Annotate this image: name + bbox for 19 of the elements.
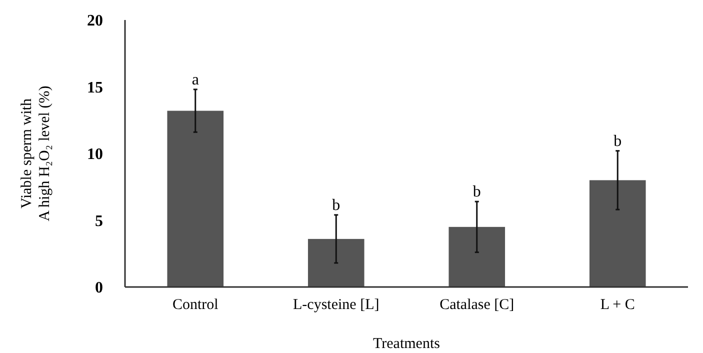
annotation: b [332, 196, 340, 214]
y-tick-label: 5 [95, 212, 103, 230]
x-tick-label: L + C [600, 297, 635, 313]
annotation: b [614, 132, 622, 150]
bar [167, 110, 224, 287]
y-tick-label: 20 [87, 12, 103, 30]
y-tick-label: 15 [87, 79, 103, 96]
x-tick-label: L-cysteine [L] [293, 297, 380, 313]
bar [308, 238, 364, 287]
y-tick-label: 10 [87, 146, 103, 164]
y-axis-title: Viable sperm with A high H₂O₂ level (%) [19, 86, 53, 222]
x-tick-label: Control [172, 297, 218, 313]
x-tick-label: Catalase [C] [440, 297, 514, 313]
bar [589, 180, 646, 287]
bar [448, 226, 506, 287]
x-axis-title: Treatments [373, 336, 440, 352]
annotation: a [192, 71, 199, 88]
y-tick-label: 0 [95, 280, 103, 297]
annotation: b [472, 184, 481, 201]
